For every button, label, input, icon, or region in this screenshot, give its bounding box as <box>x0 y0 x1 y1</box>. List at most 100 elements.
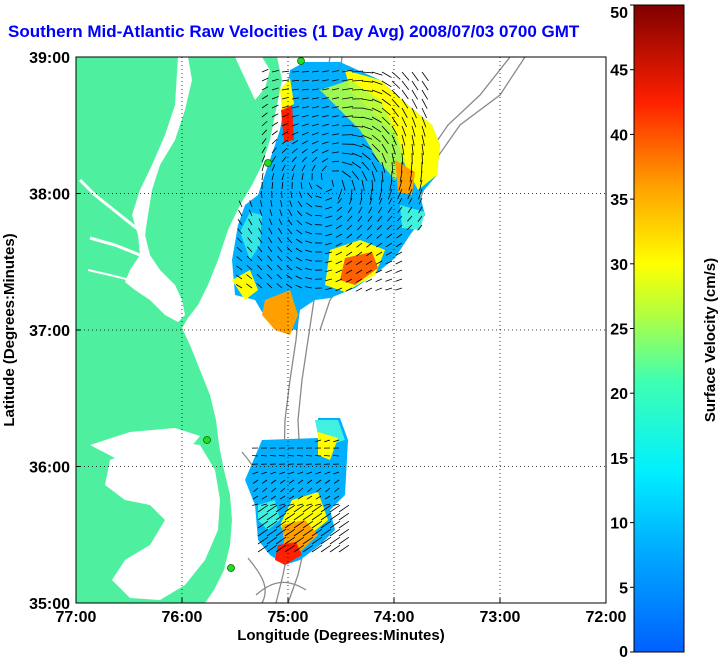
velocity-vector <box>291 106 299 109</box>
velocity-vector <box>321 70 329 73</box>
velocity-vector <box>396 233 403 239</box>
velocity-vector <box>257 528 269 537</box>
velocity-vector <box>329 544 341 553</box>
velocity-vector <box>346 233 353 239</box>
colorbar-tick-label: 5 <box>619 580 628 597</box>
y-axis-title: Latitude (Degrees:Minutes) <box>1 233 18 426</box>
velocity-vector <box>270 471 277 475</box>
velocity-vector <box>279 479 286 484</box>
velocity-vector <box>275 528 287 537</box>
x-tick-label: 73:00 <box>480 609 521 626</box>
velocity-vector <box>301 173 304 181</box>
velocity-vector <box>338 536 350 545</box>
velocity-vector <box>237 219 243 226</box>
velocity-vector <box>329 504 341 513</box>
velocity-vector <box>331 97 339 100</box>
velocity-vector <box>371 125 382 133</box>
velocity-vector <box>305 249 313 253</box>
velocity-vector <box>333 439 340 443</box>
velocity-vector <box>410 161 413 173</box>
velocity-vector <box>281 139 288 145</box>
velocity-vector <box>291 156 297 163</box>
velocity-vector <box>293 504 305 513</box>
velocity-vector <box>381 152 387 164</box>
velocity-vector <box>311 520 323 529</box>
velocity-vector <box>346 215 353 222</box>
velocity-vector <box>315 503 322 506</box>
velocity-vector <box>247 237 253 244</box>
velocity-vector <box>315 479 322 484</box>
velocity-vector <box>401 71 410 81</box>
velocity-vector <box>306 503 313 506</box>
velocity-vector <box>331 142 339 145</box>
velocity-vector <box>302 536 314 545</box>
velocity-vector <box>275 520 287 529</box>
velocity-vector <box>271 155 277 163</box>
velocity-vector <box>311 512 323 521</box>
velocity-vector <box>385 242 393 248</box>
colorbar-tick-label: 0 <box>619 644 628 659</box>
velocity-vector <box>398 197 403 205</box>
velocity-vector <box>305 212 313 217</box>
velocity-vector <box>341 115 353 118</box>
velocity-vector <box>305 221 313 226</box>
velocity-vector <box>421 80 429 91</box>
velocity-vector <box>271 113 279 118</box>
velocity-vector <box>329 528 341 537</box>
velocity-vector <box>411 89 418 100</box>
velocity-vector <box>361 125 373 130</box>
velocity-vector <box>320 173 323 181</box>
velocity-vector <box>258 227 263 235</box>
velocity-vector <box>351 79 364 82</box>
velocity-vector <box>376 242 383 248</box>
velocity-vector <box>295 284 303 289</box>
radar-site-marker <box>203 436 211 444</box>
velocity-vector <box>286 237 293 244</box>
velocity-vector <box>351 161 362 169</box>
velocity-vector <box>411 116 417 128</box>
velocity-vector <box>288 471 295 475</box>
velocity-vector <box>331 79 339 82</box>
velocity-vector <box>286 274 293 280</box>
velocity-vector <box>296 210 303 217</box>
radar-sites <box>203 57 305 572</box>
velocity-vector <box>391 125 398 136</box>
velocity-vector <box>401 98 409 109</box>
velocity-vector <box>307 487 313 493</box>
velocity-vector <box>271 96 279 100</box>
velocity-vector <box>246 274 253 280</box>
velocity-vector <box>351 170 360 180</box>
velocity-vector <box>391 116 399 127</box>
velocity-vector <box>409 170 413 182</box>
velocity-vector <box>361 152 371 161</box>
velocity-vector <box>252 503 259 506</box>
velocity-vector <box>345 251 353 257</box>
velocity-vector <box>355 260 363 266</box>
velocity-vector <box>385 278 393 282</box>
velocity-vector <box>385 287 393 291</box>
velocity-vector <box>325 206 333 210</box>
velocity-vector <box>271 487 277 493</box>
velocity-vector <box>345 260 353 265</box>
velocity-vector <box>398 179 403 191</box>
velocity-vector <box>320 504 332 513</box>
velocity-vector <box>261 173 264 181</box>
velocity-vector <box>281 147 288 154</box>
velocity-vector <box>365 260 373 266</box>
velocity-vector <box>365 269 373 274</box>
colorbar-tick-label: 20 <box>610 386 628 403</box>
velocity-vector <box>284 512 296 521</box>
velocity-vector <box>371 161 378 172</box>
velocity-vector <box>387 188 393 200</box>
velocity-vector <box>315 471 322 475</box>
velocity-vector <box>297 479 304 484</box>
velocity-vector <box>257 504 269 513</box>
velocity-vector <box>266 512 278 521</box>
velocity-vector <box>355 287 363 292</box>
velocity-vector <box>335 242 343 247</box>
velocity-vector <box>325 224 333 228</box>
velocity-vector <box>286 283 293 289</box>
velocity-vector <box>397 188 403 200</box>
velocity-vector <box>325 188 333 193</box>
velocity-vector <box>291 114 299 118</box>
